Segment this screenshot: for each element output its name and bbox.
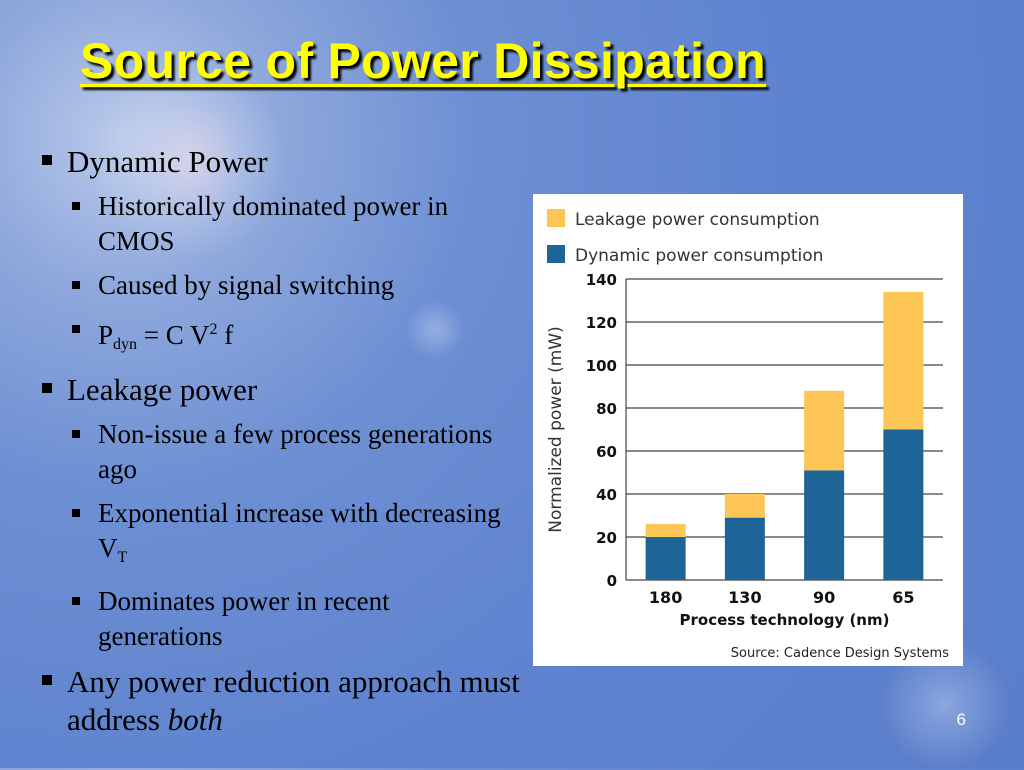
y-axis-label: Normalized power (mW)	[546, 326, 566, 532]
legend-swatch-leakage	[547, 209, 565, 227]
y-tick-label: 40	[596, 486, 617, 504]
bullet-leakage-power: Leakage power	[40, 371, 520, 409]
bullet-square-icon	[72, 281, 80, 289]
formula: Pdyn = C V2 f	[98, 320, 234, 353]
stacked-bar-chart: Leakage power consumption Dynamic power …	[546, 209, 949, 661]
emphasis-both: both	[167, 702, 223, 737]
bar-dynamic	[645, 537, 686, 580]
slide-number: 6	[956, 710, 966, 729]
sub-bullet-dominates: Dominates power in recent generations	[40, 584, 520, 654]
formula-p: P	[98, 320, 114, 350]
bullet-square-icon	[72, 202, 80, 210]
exponential-text: Exponential increase with decreasing V	[98, 498, 501, 563]
any-text: Any power reduction approach must addres…	[67, 664, 520, 737]
y-tick-label: 20	[596, 529, 617, 547]
bullet-text: Dynamic Power	[67, 144, 268, 179]
formula-cv: = C V	[137, 320, 210, 350]
bullet-text: Historically dominated power in CMOS	[98, 191, 449, 256]
sub-bullet-historically: Historically dominated power in CMOS	[40, 189, 520, 259]
legend-label-leakage: Leakage power consumption	[575, 210, 820, 230]
y-tick-label: 100	[586, 357, 617, 375]
bullet-text: Exponential increase with decreasing VT	[98, 498, 501, 566]
y-tick-label: 120	[586, 314, 617, 332]
bullet-square-icon	[42, 675, 52, 685]
y-tick-label: 60	[596, 443, 617, 461]
bullet-text: Leakage power	[67, 372, 258, 407]
y-tick-label: 80	[596, 400, 617, 418]
bar-leakage	[883, 291, 924, 430]
bullet-square-icon	[72, 509, 80, 517]
bar-dynamic	[883, 429, 924, 580]
bar-leakage	[724, 494, 765, 518]
x-tick-label: 90	[813, 588, 835, 607]
bar-dynamic	[804, 470, 845, 580]
bullet-dynamic-power: Dynamic Power	[40, 143, 520, 181]
bullet-square-icon	[42, 383, 52, 393]
bars	[645, 291, 924, 580]
legend-swatch-dynamic	[547, 245, 565, 263]
y-tick-labels: 0 20 40 60 80 100 120 140	[586, 271, 617, 590]
slide-title: Source of Power Dissipation	[80, 33, 767, 89]
x-tick-label: 65	[892, 588, 914, 607]
sub-bullet-exponential: Exponential increase with decreasing VT	[40, 496, 520, 575]
formula-superscript: 2	[209, 321, 218, 338]
y-tick-label: 0	[607, 572, 617, 590]
bullet-text: Any power reduction approach must addres…	[67, 664, 520, 737]
bullet-list: Dynamic Power Historically dominated pow…	[40, 143, 520, 747]
chart-panel: Leakage power consumption Dynamic power …	[533, 194, 963, 666]
bullet-text: Caused by signal switching	[98, 270, 395, 300]
vt-subscript: T	[117, 549, 128, 566]
background-orb	[405, 300, 465, 360]
x-tick-labels: 180 130 90 65	[649, 588, 915, 607]
sub-bullet-formula: Pdyn = C V2 f	[40, 312, 520, 362]
chart-source: Source: Cadence Design Systems	[731, 646, 949, 661]
bar-leakage	[645, 524, 686, 537]
formula-f: f	[217, 320, 234, 350]
bar-dynamic	[724, 517, 765, 580]
bullet-text: Non-issue a few process generations ago	[98, 419, 493, 484]
bullet-square-icon	[72, 430, 80, 438]
x-axis-label: Process technology (nm)	[680, 611, 890, 629]
bullet-any-power: Any power reduction approach must addres…	[40, 663, 520, 739]
bar-leakage	[804, 390, 845, 471]
x-tick-label: 130	[728, 588, 761, 607]
sub-bullet-non-issue: Non-issue a few process generations ago	[40, 417, 520, 487]
sub-bullet-switching: Caused by signal switching	[40, 268, 520, 303]
background-glow	[90, 60, 290, 260]
bullet-text: Dominates power in recent generations	[98, 586, 390, 651]
formula-subscript: dyn	[113, 336, 138, 353]
y-tick-label: 140	[586, 271, 617, 289]
legend-label-dynamic: Dynamic power consumption	[575, 246, 823, 266]
x-tick-label: 180	[649, 588, 682, 607]
bullet-square-icon	[42, 155, 52, 165]
bullet-square-icon	[72, 325, 80, 333]
bullet-square-icon	[72, 597, 80, 605]
